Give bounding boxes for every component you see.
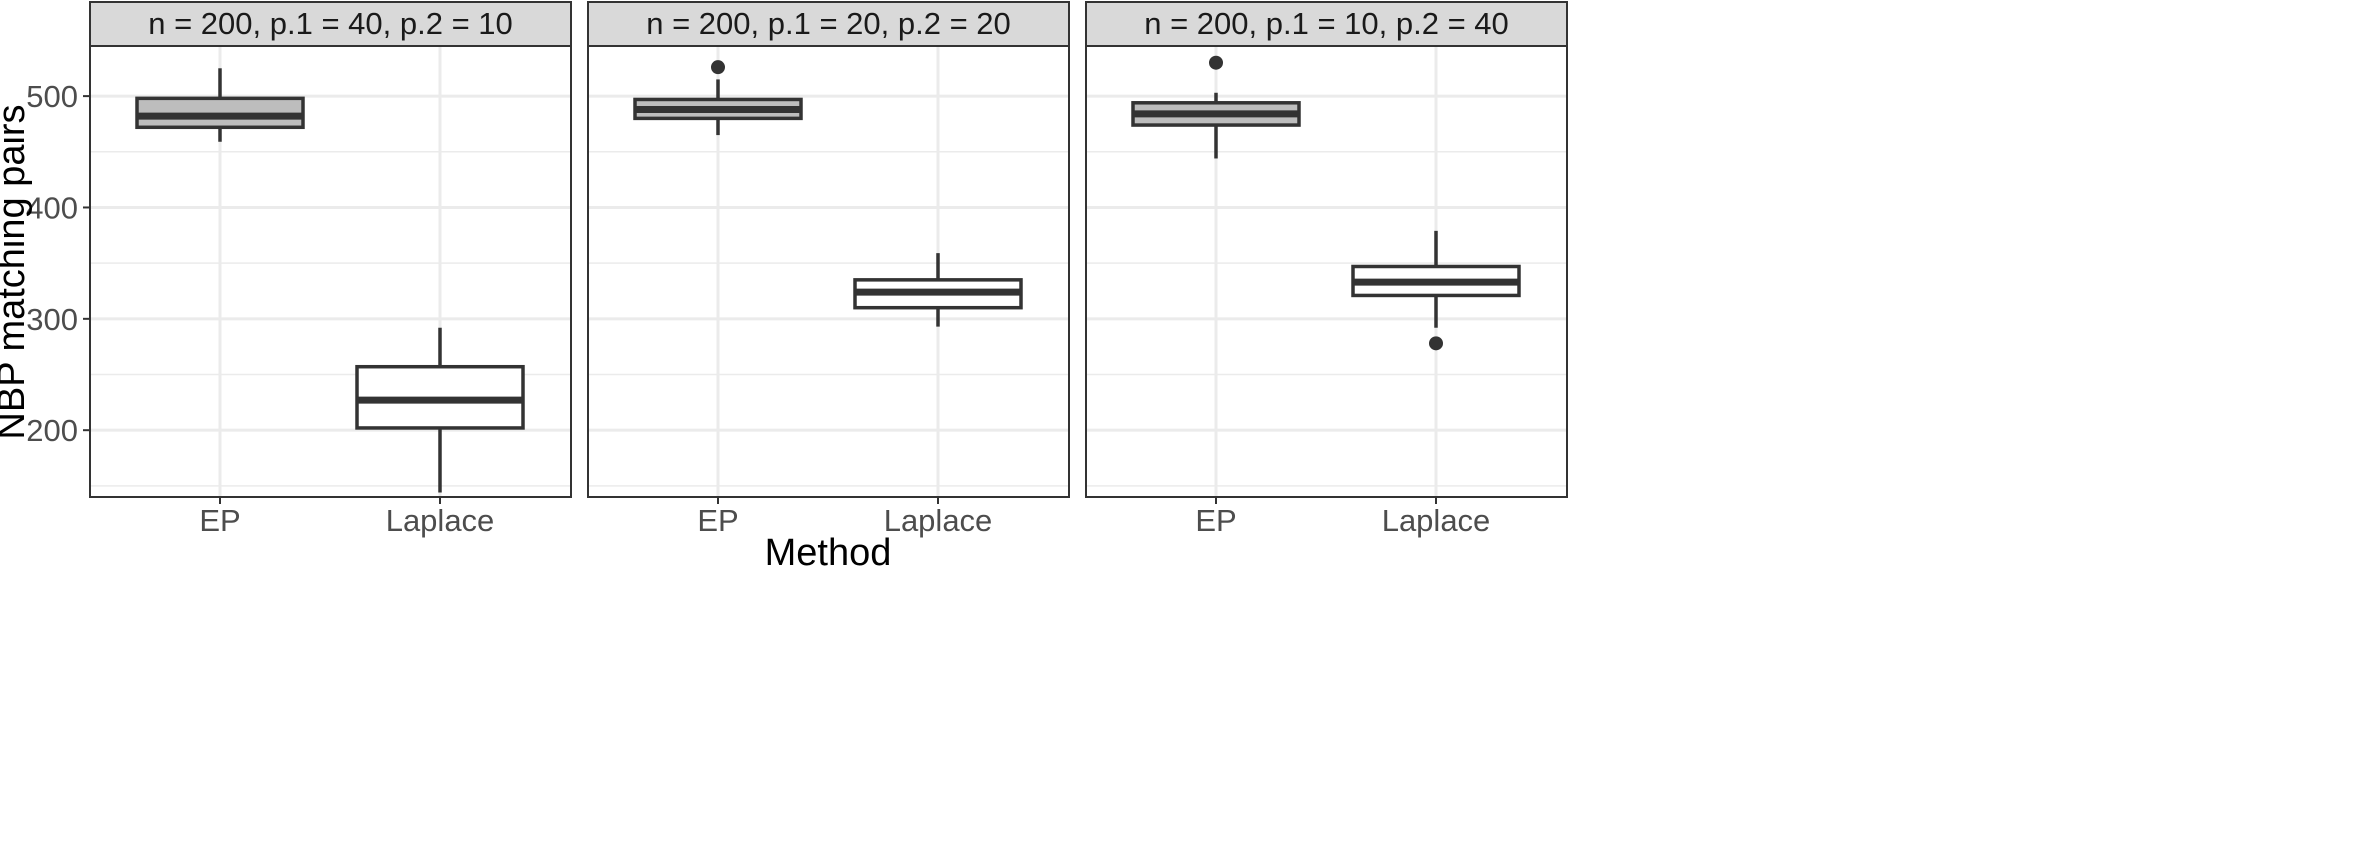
facet-strip-label: n = 200, p.1 = 10, p.2 = 40 <box>1144 6 1509 41</box>
facet-strip <box>587 1 1070 47</box>
y-tick-label: 400 <box>26 190 78 225</box>
outlier-point <box>1429 336 1443 351</box>
y-tick-label: 500 <box>26 79 78 114</box>
panel-background <box>588 46 1069 497</box>
facet-strip-label: n = 200, p.1 = 20, p.2 = 20 <box>646 6 1011 41</box>
x-tick-label: EP <box>1195 503 1236 538</box>
x-tick-label: EP <box>199 503 240 538</box>
facet-strip <box>1085 1 1568 47</box>
y-tick-label: 300 <box>26 302 78 337</box>
outlier-point <box>711 60 725 75</box>
facet-strip <box>89 1 572 47</box>
x-tick-label: Laplace <box>386 503 495 538</box>
x-tick-label: EP <box>697 503 738 538</box>
outlier-point <box>1209 55 1223 70</box>
y-tick-label: 200 <box>26 413 78 448</box>
facet-strip-label: n = 200, p.1 = 40, p.2 = 10 <box>148 6 513 41</box>
x-tick-label: Laplace <box>1382 503 1491 538</box>
x-tick-label: Laplace <box>884 503 993 538</box>
x-axis-title: Method <box>765 532 892 574</box>
y-axis-title: NBP matching pairs <box>0 104 33 439</box>
